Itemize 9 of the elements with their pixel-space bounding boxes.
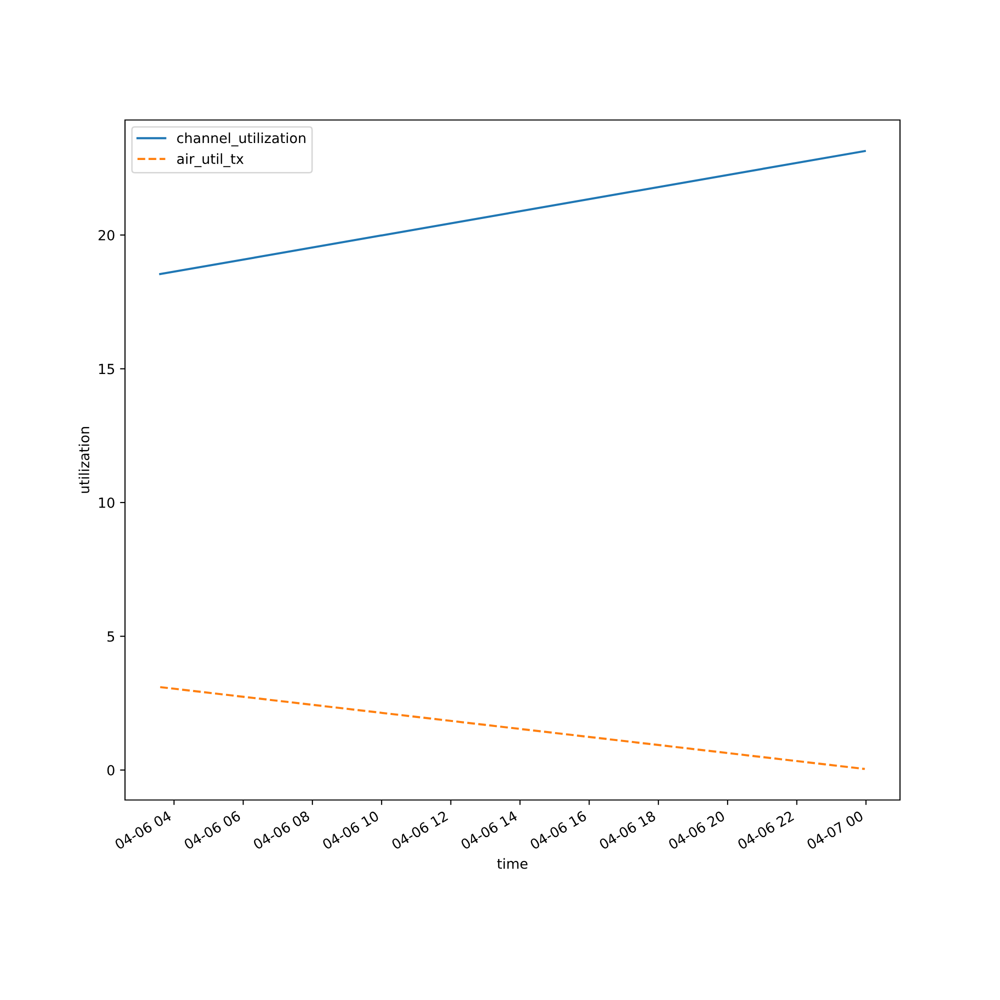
y-tick-label: 10 — [99, 498, 114, 508]
y-axis-title: utilization — [78, 427, 90, 493]
y-tick-label: 15 — [99, 364, 114, 374]
y-tick-label: 0 — [107, 765, 114, 776]
legend-label: channel_utilization — [177, 132, 306, 146]
legend-label: air_util_tx — [177, 153, 244, 168]
x-axis-title: time — [497, 858, 528, 869]
y-tick-label: 20 — [98, 230, 114, 240]
y-tick-label: 5 — [108, 631, 114, 642]
